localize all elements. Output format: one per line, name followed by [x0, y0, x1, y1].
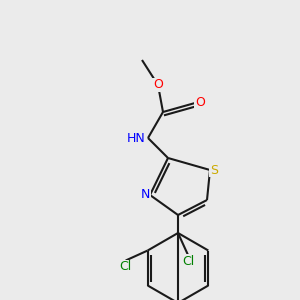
Text: O: O	[153, 79, 163, 92]
Text: S: S	[210, 164, 218, 176]
Text: O: O	[195, 97, 205, 110]
Text: Cl: Cl	[120, 260, 132, 274]
Text: HN: HN	[127, 131, 146, 145]
Text: Cl: Cl	[182, 255, 194, 268]
Text: N: N	[141, 188, 150, 202]
